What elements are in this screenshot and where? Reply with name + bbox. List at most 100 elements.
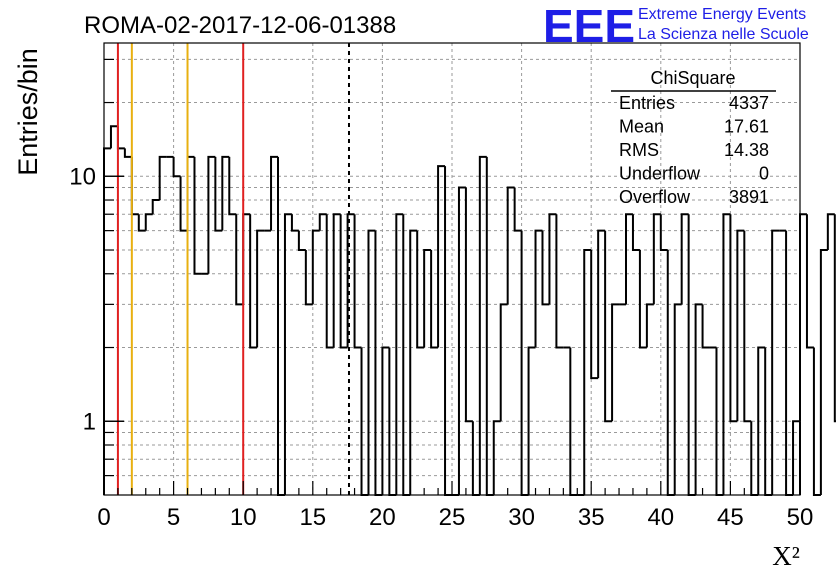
histogram-bin <box>492 420 501 495</box>
histogram-bin <box>645 303 654 348</box>
eee-logo-line2: La Scienza nelle Scuole <box>638 26 809 43</box>
histogram-bin <box>666 250 675 496</box>
stats-row-value: 0 <box>759 164 769 184</box>
histogram-bin <box>590 250 599 380</box>
stats-row-value: 4337 <box>729 93 769 113</box>
ticks-layer <box>103 58 801 495</box>
histogram-bin <box>541 230 550 306</box>
histogram-bin <box>736 229 745 422</box>
histogram-bin <box>555 214 564 349</box>
histogram-bin <box>123 148 132 158</box>
x-tick-label: 45 <box>717 504 744 531</box>
histogram-bin <box>625 213 633 305</box>
histogram-bin <box>130 156 139 216</box>
stats-row-label: RMS <box>619 140 659 160</box>
stats-row-label: Overflow <box>619 187 691 207</box>
x-axis-label: X² <box>772 541 800 571</box>
histogram-bin <box>395 213 404 495</box>
histogram-bin <box>311 229 320 305</box>
histogram-bin <box>325 214 334 349</box>
histogram-bin <box>652 213 661 305</box>
histogram-bin <box>151 199 160 215</box>
histogram-bin <box>179 176 188 232</box>
histogram-bin <box>464 187 473 423</box>
histogram-bin <box>437 165 446 348</box>
x-tick-label: 5 <box>167 504 180 531</box>
tick-labels-layer: 0 5 10 15 20 25 30 35 40 45 50 1 10 <box>69 163 813 531</box>
y-tick-label: 1 <box>83 408 96 435</box>
x-tick-label: 20 <box>369 504 396 531</box>
histogram-bin <box>548 213 557 305</box>
histogram-bin <box>812 347 821 496</box>
histogram-bin <box>687 214 696 496</box>
chart-title: ROMA-02-2017-12-06-01388 <box>84 12 396 39</box>
histogram-bin <box>792 420 800 495</box>
histogram-bin <box>318 213 327 231</box>
histogram-bin <box>534 229 543 348</box>
histogram-bin <box>527 346 536 495</box>
histogram-bin <box>332 213 341 348</box>
vertical-lines-layer <box>116 43 350 495</box>
histogram-bin <box>604 230 613 423</box>
histogram-bin <box>743 230 752 423</box>
stats-row-value: 3891 <box>729 187 769 207</box>
eee-logo-line1: Extreme Energy Events <box>638 6 806 23</box>
histogram-bin <box>729 214 738 423</box>
histogram-bin <box>457 186 466 495</box>
histogram-bin <box>304 250 313 306</box>
histogram-bin <box>228 156 237 216</box>
histogram-bin <box>583 249 592 495</box>
histogram-bin <box>478 155 487 495</box>
histogram-bin <box>144 213 153 231</box>
histogram-bin <box>597 229 606 379</box>
histogram-bin <box>193 156 202 275</box>
histogram-bin <box>673 303 682 495</box>
histogram-bin <box>270 155 278 231</box>
x-tick-label: 40 <box>647 504 674 531</box>
histogram-bin <box>381 346 390 495</box>
histogram-bin <box>805 214 814 349</box>
histogram-bin <box>290 214 299 232</box>
stats-box-name: ChiSquare <box>650 68 735 88</box>
histogram-bin <box>172 156 181 178</box>
histogram-bin <box>771 229 780 495</box>
stats-row-value: 14.38 <box>724 140 769 160</box>
histogram-bin <box>757 346 766 495</box>
histogram-bin <box>430 250 439 349</box>
histogram-bin <box>416 230 425 349</box>
stats-row-label: Underflow <box>619 164 701 184</box>
histogram-bin <box>833 214 836 423</box>
histogram-bin <box>249 214 258 349</box>
histogram-bin <box>799 213 807 422</box>
histogram-bin <box>701 304 710 349</box>
x-tick-label: 25 <box>439 504 466 531</box>
stats-box: ChiSquare Entries 4337 Mean 17.61 RMS 14.38 Un… <box>611 68 776 207</box>
histogram-bin <box>611 303 620 422</box>
histogram-bin <box>283 213 292 495</box>
x-tick-label: 35 <box>578 504 605 531</box>
histogram-bin <box>353 214 362 349</box>
histogram-bin <box>256 229 265 348</box>
y-tick-label: 10 <box>69 163 96 190</box>
histogram-bin <box>485 156 494 496</box>
histogram-bin <box>631 214 640 252</box>
histogram-bin <box>367 229 376 495</box>
histogram-bin <box>214 156 223 232</box>
histogram-bin <box>339 214 348 349</box>
histogram-bin <box>297 230 306 252</box>
histogram-bin <box>402 214 411 496</box>
histogram-bin <box>819 249 828 495</box>
histogram-bin <box>722 213 731 495</box>
histogram-bin <box>186 155 195 231</box>
histogram-bin <box>221 155 230 231</box>
histogram-bin <box>423 249 432 348</box>
stats-row-label: Mean <box>619 117 664 137</box>
histogram-bin <box>374 230 383 496</box>
histogram-bin <box>116 126 125 150</box>
histogram-bin <box>409 229 418 495</box>
histogram-bin <box>659 214 668 252</box>
histogram-bin <box>680 213 689 305</box>
histogram-bin <box>826 213 835 251</box>
histogram-bin <box>638 250 647 349</box>
